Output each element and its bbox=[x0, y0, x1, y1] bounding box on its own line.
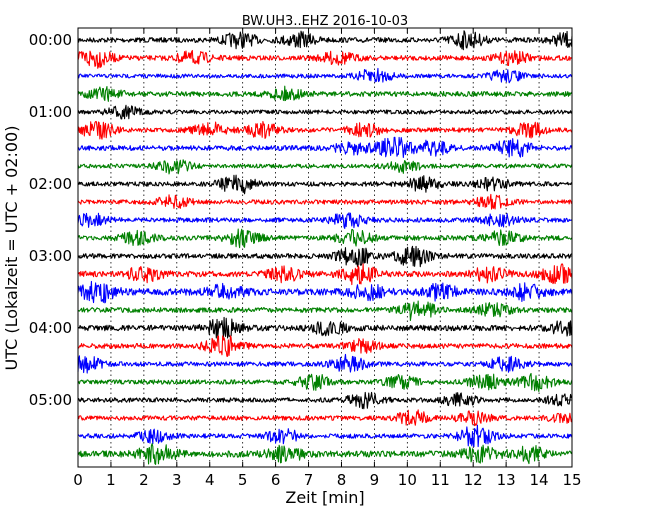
x-tick-label: 8 bbox=[337, 471, 347, 489]
trace-row bbox=[77, 280, 573, 304]
x-tick-label: 3 bbox=[172, 471, 182, 489]
trace-group bbox=[77, 30, 573, 465]
trace-row bbox=[77, 212, 573, 229]
trace-row bbox=[77, 104, 573, 120]
x-tick-label: 13 bbox=[497, 471, 516, 489]
x-tick-label: 0 bbox=[73, 471, 83, 489]
x-tick-label: 10 bbox=[398, 471, 417, 489]
plot-frame bbox=[77, 27, 573, 468]
trace-row bbox=[77, 443, 573, 465]
trace-row bbox=[77, 335, 573, 357]
x-tick-label: 2 bbox=[139, 471, 149, 489]
chart-title: BW.UH3..EHZ 2016-10-03 bbox=[242, 14, 408, 29]
trace-row bbox=[77, 120, 573, 140]
trace-row bbox=[77, 245, 573, 268]
y-tick-label: 01:00 bbox=[29, 103, 72, 121]
trace-row bbox=[77, 85, 573, 102]
y-axis-label: UTC (Lokalzeit = UTC + 02:00) bbox=[2, 126, 21, 371]
trace-row bbox=[77, 263, 573, 286]
x-axis: 0 1 2 3 4 5 6 7 8 9 10 11 12 13 14 15 bbox=[73, 28, 582, 489]
x-tick-label: 14 bbox=[530, 471, 549, 489]
x-tick-label: 6 bbox=[271, 471, 281, 489]
trace-row bbox=[77, 391, 573, 410]
trace-row bbox=[77, 424, 573, 448]
trace-row bbox=[77, 353, 573, 374]
y-axis: 00:00 01:00 02:00 03:00 04:00 05:00 bbox=[29, 31, 572, 409]
trace-row bbox=[77, 30, 573, 51]
y-tick-label: 00:00 bbox=[29, 31, 72, 49]
y-tick-label: 04:00 bbox=[29, 319, 72, 337]
trace-row bbox=[77, 228, 573, 249]
x-tick-label: 11 bbox=[431, 471, 450, 489]
x-axis-label: Zeit [min] bbox=[285, 488, 364, 507]
trace-row bbox=[77, 193, 573, 210]
trace-row bbox=[77, 316, 573, 339]
trace-row bbox=[77, 159, 573, 175]
trace-row bbox=[77, 67, 573, 84]
x-tick-label: 7 bbox=[304, 471, 314, 489]
y-tick-label: 02:00 bbox=[29, 175, 72, 193]
trace-row bbox=[77, 174, 573, 195]
plot-grid bbox=[110, 28, 540, 467]
x-tick-label: 15 bbox=[562, 471, 581, 489]
x-tick-label: 4 bbox=[205, 471, 215, 489]
trace-row bbox=[77, 372, 573, 393]
trace-row bbox=[77, 300, 573, 322]
x-tick-label: 9 bbox=[370, 471, 380, 489]
trace-row bbox=[77, 136, 573, 158]
y-tick-label: 05:00 bbox=[29, 391, 72, 409]
x-tick-label: 5 bbox=[238, 471, 248, 489]
trace-row bbox=[77, 409, 573, 427]
x-tick-label: 12 bbox=[464, 471, 483, 489]
y-tick-label: 03:00 bbox=[29, 247, 72, 265]
x-tick-label: 1 bbox=[106, 471, 116, 489]
trace-row bbox=[77, 49, 573, 69]
